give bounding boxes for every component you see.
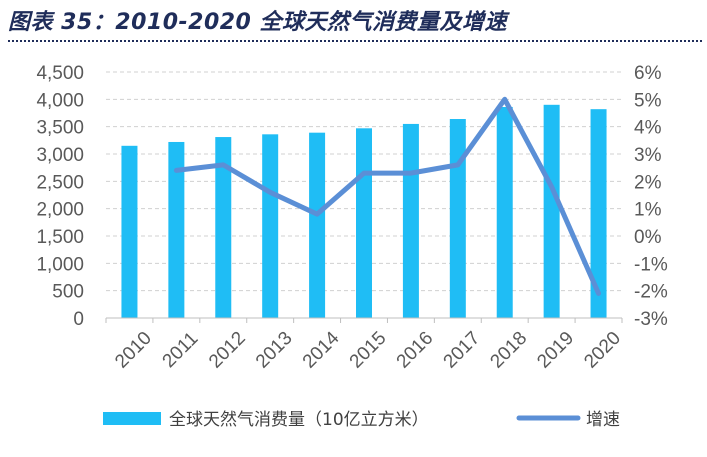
chart-title: 图表 35：2010-2020 全球天然气消费量及增速 [8,10,508,35]
x-tick-label: 2014 [299,327,344,372]
bar [543,104,560,318]
bar [215,137,232,318]
legend: 全球天然气消费量（10亿立方米） 增速 [103,410,620,430]
y-right-tick-label: 1% [634,200,662,221]
y-left-tick-label: 1,000 [36,254,84,275]
y-left-tick-label: 3,000 [36,145,84,166]
y-right-tick-label: -2% [634,282,668,303]
y-right-tick-label: 0% [634,227,662,248]
y-right-tick-label: 2% [634,172,662,193]
bar [309,132,326,318]
y-axis-left: 0 500 1,000 1,500 2,000 2,500 3,000 3,500 4,000 4… [36,63,84,330]
x-tick-label: 2012 [205,328,250,373]
y-axis-right: -3% -2% -1% 0% 1% 2% 3% 4% 5% 6% [634,63,668,330]
y-right-tick-label: 5% [634,90,662,111]
grid-lines [106,71,622,292]
x-axis: 2010 2011 2012 2013 2014 2015 2016 2017 2018 2019… [105,317,625,373]
y-left-tick-label: 4,500 [36,63,84,84]
y-right-tick-label: -3% [634,309,668,330]
legend-line-label: 增速 [586,410,620,430]
bar [590,109,607,318]
y-left-tick-label: 500 [52,282,84,303]
y-left-tick-label: 0 [73,309,84,330]
growth-line [173,96,601,296]
x-tick-label: 2015 [346,328,391,373]
x-tick-label: 2017 [440,328,485,373]
x-tick-label: 2020 [580,328,625,373]
legend-bar-label: 全球天然气消费量（10亿立方米） [169,410,429,430]
bar [121,145,138,318]
y-left-tick-label: 2,000 [36,200,84,221]
y-right-tick-label: -1% [634,254,668,275]
bar [496,106,513,318]
bar [262,134,279,318]
y-right-tick-label: 6% [634,63,662,84]
y-right-tick-label: 3% [634,145,662,166]
x-tick-label: 2011 [159,328,203,372]
y-left-tick-label: 4,000 [36,90,84,111]
bar [449,119,466,318]
x-tick-label: 2019 [533,328,578,373]
bar [356,128,372,318]
y-left-tick-label: 2,500 [36,172,84,193]
y-left-tick-label: 1,500 [36,227,84,248]
y-left-tick-label: 3,500 [36,118,84,139]
bar [402,123,419,318]
y-right-tick-label: 4% [634,118,662,139]
x-tick-label: 2010 [111,328,156,373]
x-tick-label: 2013 [252,328,297,373]
bar [168,141,185,318]
legend-bar-swatch [103,412,161,425]
title-divider [8,40,702,42]
bar-series [121,104,607,318]
growth-line-series [173,96,601,296]
x-tick-label: 2016 [393,328,438,373]
x-tick-label: 2018 [486,328,531,373]
